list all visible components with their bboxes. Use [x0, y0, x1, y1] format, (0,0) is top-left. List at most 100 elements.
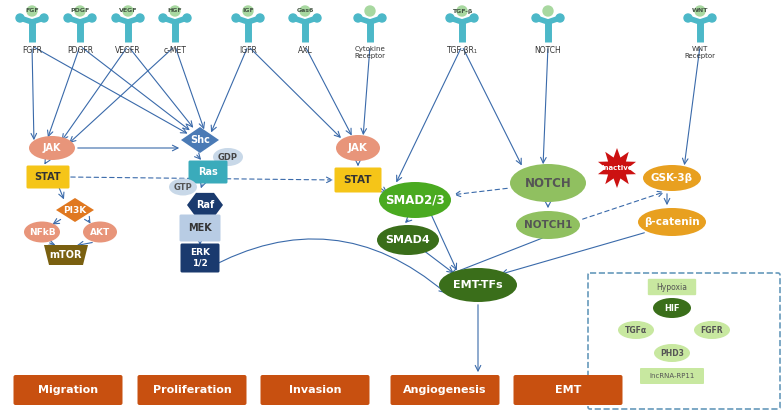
Ellipse shape	[169, 178, 197, 195]
Text: NOTCH1: NOTCH1	[524, 220, 572, 230]
Circle shape	[289, 14, 297, 22]
Circle shape	[159, 14, 167, 22]
Text: Hypoxia: Hypoxia	[656, 283, 688, 291]
Text: PHD3: PHD3	[660, 349, 684, 357]
Ellipse shape	[29, 136, 75, 160]
Text: GSK-3β: GSK-3β	[651, 173, 693, 183]
Ellipse shape	[643, 165, 701, 191]
Circle shape	[170, 6, 180, 16]
FancyBboxPatch shape	[335, 168, 382, 193]
Ellipse shape	[510, 164, 586, 202]
Text: TGF-β: TGF-β	[452, 8, 472, 14]
Text: EMT-TFs: EMT-TFs	[453, 280, 503, 290]
Circle shape	[243, 6, 253, 16]
Ellipse shape	[213, 148, 243, 166]
Text: FGFR: FGFR	[701, 325, 724, 334]
Text: WNT
Receptor: WNT Receptor	[684, 46, 716, 59]
Circle shape	[300, 6, 310, 16]
Text: lncRNA-RP11: lncRNA-RP11	[649, 373, 695, 379]
Circle shape	[27, 6, 37, 16]
Ellipse shape	[83, 222, 117, 242]
Text: mTOR: mTOR	[49, 250, 82, 260]
Circle shape	[470, 14, 478, 22]
Text: JAK: JAK	[348, 143, 368, 153]
Text: VEGFR: VEGFR	[115, 46, 141, 55]
Circle shape	[532, 14, 540, 22]
Ellipse shape	[516, 211, 580, 239]
Text: Raf: Raf	[196, 200, 214, 210]
Ellipse shape	[379, 182, 451, 218]
Circle shape	[64, 14, 72, 22]
Text: Proliferation: Proliferation	[153, 385, 231, 395]
Circle shape	[354, 14, 362, 22]
Circle shape	[183, 14, 191, 22]
Text: TGFα: TGFα	[625, 325, 647, 334]
Text: SMAD2/3: SMAD2/3	[385, 193, 445, 207]
FancyBboxPatch shape	[188, 161, 227, 183]
FancyBboxPatch shape	[390, 375, 499, 405]
Text: GDP: GDP	[218, 152, 238, 161]
Circle shape	[446, 14, 454, 22]
Text: GTP: GTP	[173, 183, 192, 191]
FancyBboxPatch shape	[514, 375, 622, 405]
Text: c-MET: c-MET	[164, 46, 187, 55]
Circle shape	[40, 14, 48, 22]
Ellipse shape	[24, 222, 60, 242]
Text: AKT: AKT	[90, 227, 110, 237]
Text: STAT: STAT	[343, 175, 372, 185]
Polygon shape	[56, 198, 94, 222]
Circle shape	[708, 14, 716, 22]
Text: NOTCH: NOTCH	[524, 176, 572, 190]
Circle shape	[457, 6, 467, 16]
FancyBboxPatch shape	[588, 273, 780, 409]
Text: AXL: AXL	[298, 46, 312, 55]
Text: IGF: IGF	[242, 8, 254, 14]
Circle shape	[365, 6, 375, 16]
Text: PDGFR: PDGFR	[67, 46, 93, 55]
Text: MEK: MEK	[188, 223, 212, 233]
Ellipse shape	[694, 321, 730, 339]
Text: ERK
1/2: ERK 1/2	[190, 248, 210, 268]
FancyBboxPatch shape	[640, 368, 704, 384]
Polygon shape	[598, 148, 636, 188]
Circle shape	[556, 14, 564, 22]
FancyBboxPatch shape	[180, 215, 220, 242]
Text: PDGF: PDGF	[71, 8, 89, 14]
Polygon shape	[181, 127, 219, 153]
FancyBboxPatch shape	[260, 375, 369, 405]
Circle shape	[88, 14, 96, 22]
Text: FGFR: FGFR	[22, 46, 42, 55]
Text: Gas6: Gas6	[296, 8, 314, 14]
Polygon shape	[44, 245, 88, 265]
Text: TGF-βR₁: TGF-βR₁	[447, 46, 477, 55]
Text: HGF: HGF	[168, 8, 183, 14]
Text: Angiogenesis: Angiogenesis	[403, 385, 487, 395]
FancyBboxPatch shape	[137, 375, 246, 405]
Text: WNT: WNT	[691, 8, 708, 14]
Text: Inactive: Inactive	[601, 165, 633, 171]
Text: SMAD4: SMAD4	[386, 235, 430, 245]
Text: Invasion: Invasion	[289, 385, 341, 395]
Circle shape	[123, 6, 133, 16]
Text: Cytokine
Receptor: Cytokine Receptor	[354, 46, 386, 59]
Text: VEGF: VEGF	[118, 8, 137, 14]
Circle shape	[136, 14, 144, 22]
Polygon shape	[187, 193, 223, 217]
Text: PI3K: PI3K	[64, 205, 86, 215]
Circle shape	[16, 14, 24, 22]
Circle shape	[543, 6, 553, 16]
Circle shape	[256, 14, 264, 22]
Ellipse shape	[377, 225, 439, 255]
Ellipse shape	[618, 321, 654, 339]
Ellipse shape	[653, 298, 691, 318]
FancyBboxPatch shape	[13, 375, 122, 405]
Ellipse shape	[336, 135, 380, 161]
Circle shape	[75, 6, 85, 16]
Text: β-catenin: β-catenin	[644, 217, 700, 227]
Circle shape	[684, 14, 692, 22]
FancyBboxPatch shape	[180, 244, 220, 273]
FancyBboxPatch shape	[648, 279, 696, 295]
Ellipse shape	[654, 344, 690, 362]
Text: EMT: EMT	[555, 385, 581, 395]
Circle shape	[313, 14, 321, 22]
